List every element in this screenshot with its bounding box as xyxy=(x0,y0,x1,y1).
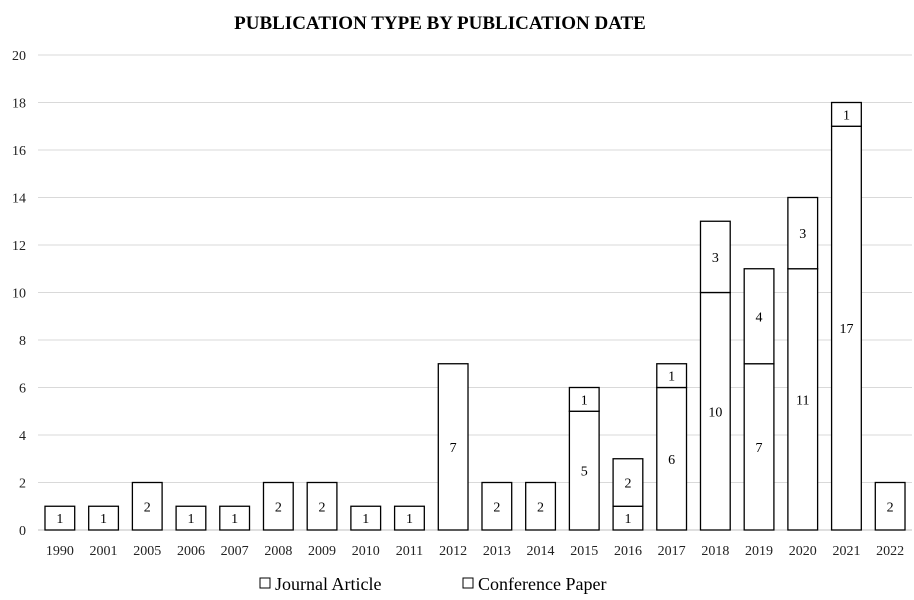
data-label: 2 xyxy=(144,500,151,515)
x-tick-label: 2021 xyxy=(832,544,860,559)
bar-segment-journal-article xyxy=(219,505,251,531)
legend-swatch-journal-article xyxy=(259,577,271,589)
data-label: 7 xyxy=(756,441,763,456)
x-tick-label: 2022 xyxy=(876,544,904,559)
x-tick-label: 2001 xyxy=(90,544,118,559)
data-label: 1 xyxy=(581,393,588,408)
bar-segment-journal-article xyxy=(88,505,120,531)
x-tick-label: 2018 xyxy=(701,544,729,559)
legend-swatch-conference-paper xyxy=(462,577,474,589)
bar-segment-journal-article xyxy=(262,481,294,531)
data-label: 1 xyxy=(624,512,631,527)
y-tick-label: 16 xyxy=(12,144,26,159)
x-tick-label: 2008 xyxy=(264,544,292,559)
data-label: 1 xyxy=(187,512,194,527)
y-tick-label: 10 xyxy=(12,287,26,302)
data-label: 2 xyxy=(275,500,282,515)
x-tick-label: 2010 xyxy=(352,544,380,559)
data-label: 2 xyxy=(887,500,894,515)
data-label: 1 xyxy=(406,512,413,527)
bar-segment-journal-article xyxy=(525,481,557,531)
bar-segment-journal-article xyxy=(306,481,338,531)
data-label: 2 xyxy=(624,477,631,492)
bar-segment-journal-article xyxy=(743,363,775,531)
legend-item-journal-article: Journal Article xyxy=(259,574,381,594)
x-tick-label: 2019 xyxy=(745,544,773,559)
bar-segment-conference-paper xyxy=(699,220,731,294)
bar-segment-journal-article xyxy=(350,505,382,531)
data-label: 2 xyxy=(493,500,500,515)
data-label: 2 xyxy=(319,500,326,515)
data-label: 4 xyxy=(756,310,763,325)
bar-segment-journal-article xyxy=(568,410,600,531)
bar-segment-conference-paper xyxy=(568,386,600,412)
x-tick-label: 2017 xyxy=(658,544,686,559)
bar-segment-journal-article xyxy=(131,481,163,531)
x-tick-label: 2007 xyxy=(221,544,249,559)
y-tick-label: 8 xyxy=(19,334,26,349)
data-label: 1 xyxy=(100,512,107,527)
y-tick-label: 0 xyxy=(19,524,26,539)
x-tick-label: 1990 xyxy=(46,544,74,559)
data-label: 1 xyxy=(668,370,675,385)
x-tick-label: 2020 xyxy=(789,544,817,559)
data-label: 7 xyxy=(450,441,457,456)
bar-segment-journal-article xyxy=(175,505,207,531)
bar-segment-journal-article xyxy=(44,505,76,531)
bar-segment-journal-article xyxy=(481,481,513,531)
bar-segment-conference-paper xyxy=(656,363,688,389)
y-tick-label: 14 xyxy=(12,192,26,207)
y-tick-label: 20 xyxy=(12,49,26,64)
data-label: 1 xyxy=(843,108,850,123)
y-tick-label: 18 xyxy=(12,97,26,112)
bar-segment-journal-article xyxy=(437,363,469,531)
data-label: 10 xyxy=(708,405,722,420)
y-tick-label: 2 xyxy=(19,477,26,492)
legend-label-conference-paper: Conference Paper xyxy=(478,574,606,594)
bar-segment-journal-article xyxy=(699,291,731,531)
x-tick-label: 2015 xyxy=(570,544,598,559)
data-label: 5 xyxy=(581,465,588,480)
legend-label-journal-article: Journal Article xyxy=(275,574,381,594)
bar-segment-journal-article xyxy=(656,386,688,531)
x-tick-label: 2012 xyxy=(439,544,467,559)
x-tick-label: 2014 xyxy=(527,544,555,559)
x-tick-label: 2016 xyxy=(614,544,642,559)
data-label: 3 xyxy=(799,227,806,242)
legend-item-conference-paper: Conference Paper xyxy=(462,574,606,594)
data-label: 1 xyxy=(56,512,63,527)
data-label: 3 xyxy=(712,251,719,266)
y-tick-label: 4 xyxy=(19,429,26,444)
x-tick-label: 2011 xyxy=(396,544,423,559)
y-tick-label: 6 xyxy=(19,382,26,397)
gridlines xyxy=(38,54,912,531)
legend: Journal Article Conference Paper xyxy=(259,574,606,594)
bar-segment-conference-paper xyxy=(743,268,775,365)
bar-segment-conference-paper xyxy=(612,458,644,507)
bar-segment-conference-paper xyxy=(787,196,819,270)
x-tick-label: 2006 xyxy=(177,544,205,559)
y-tick-label: 12 xyxy=(12,239,26,254)
bar-segment-journal-article xyxy=(830,125,862,531)
data-label: 11 xyxy=(796,393,809,408)
data-label: 6 xyxy=(668,453,675,468)
y-axis-ticks: 0 2 4 6 8 10 12 14 16 18 20 xyxy=(12,49,26,539)
x-tick-label: 2009 xyxy=(308,544,336,559)
x-tick-label: 2013 xyxy=(483,544,511,559)
x-tick-label: 2005 xyxy=(133,544,161,559)
bar-segment-conference-paper xyxy=(830,101,862,127)
data-label: 1 xyxy=(362,512,369,527)
chart-title: PUBLICATION TYPE BY PUBLICATION DATE xyxy=(234,13,646,34)
data-label: 17 xyxy=(839,322,853,337)
bar-segment-journal-article xyxy=(874,481,906,531)
x-axis-ticks: 1990 2001 2005 2006 2007 2008 2009 2010 2011 2012… xyxy=(46,544,904,559)
data-label: 2 xyxy=(537,500,544,515)
bar-segment-journal-article xyxy=(393,505,425,531)
data-label: 1 xyxy=(231,512,238,527)
